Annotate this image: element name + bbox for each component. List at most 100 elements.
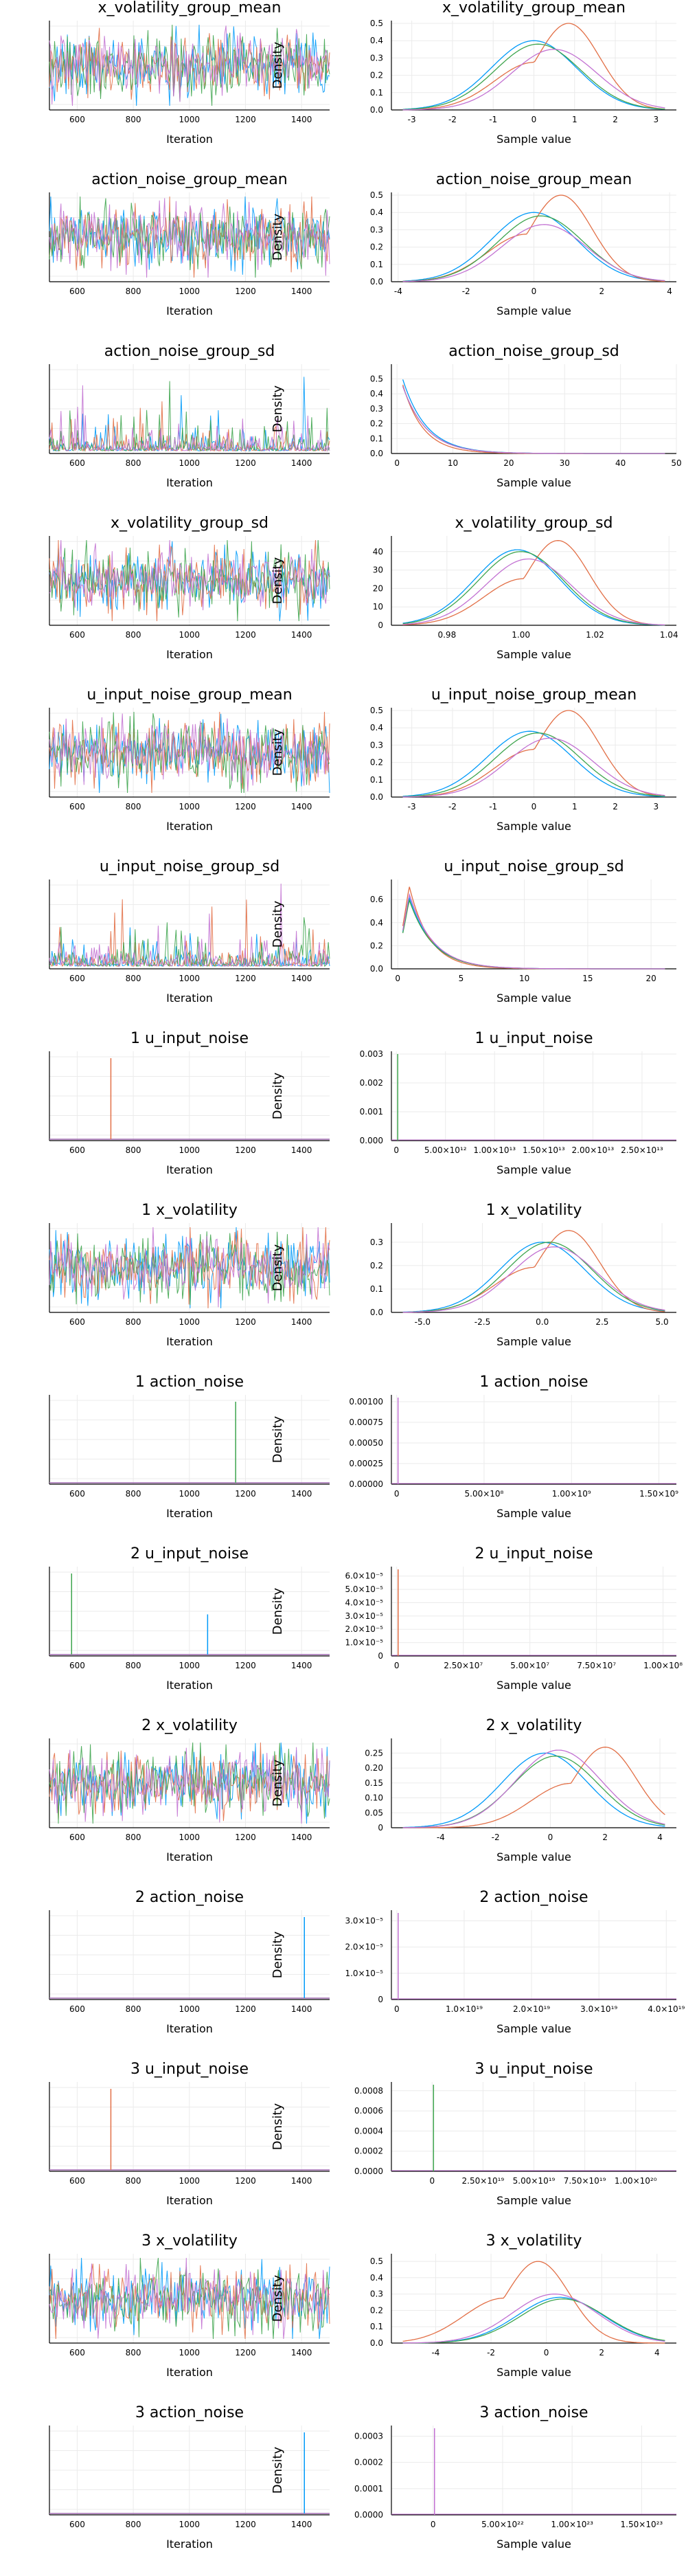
density-series-3: [402, 2298, 665, 2344]
density-series-3: [402, 1242, 665, 1313]
trace-plot: 600 800 1000 1200 1400 Iteration: [49, 364, 330, 489]
x-tick-label: 5.00×10²²: [481, 2520, 524, 2529]
y-tick-label: 0.3: [370, 53, 383, 63]
y-tick-label: 0.4: [370, 723, 383, 732]
x-tick-label: 600: [69, 2348, 85, 2357]
density-series-1: [402, 1752, 665, 1828]
density-series-2: [402, 2261, 665, 2344]
x-tick-label: 600: [69, 287, 85, 296]
x-tick-label: 4: [667, 287, 672, 296]
trace-series-3: [49, 539, 330, 622]
y-tick-label: 0.0002: [354, 2458, 383, 2467]
x-tick-label: -3: [408, 802, 416, 811]
x-tick-label: 800: [126, 802, 141, 811]
x-tick-label: 800: [126, 630, 141, 640]
x-tick-label: -2: [448, 802, 457, 811]
y-tick-label: 0.5: [370, 190, 383, 200]
y-tick-label: 0.000: [360, 1136, 383, 1145]
y-tick-label: 0.2: [370, 419, 383, 429]
trace-x-label: Iteration: [166, 648, 213, 661]
x-tick-label: 20: [645, 974, 656, 983]
density-plot: 0 5.00×10⁸ 1.00×10⁹ 1.50×10⁹ 0.00000 0.00025 0…: [271, 1395, 678, 1520]
density-x-label: Sample value: [496, 2194, 571, 2207]
density-series-2: [402, 886, 665, 970]
density-y-label: Density: [271, 213, 285, 260]
x-tick-label: 1200: [235, 802, 256, 811]
x-tick-label: 0: [394, 458, 400, 468]
y-tick-label: 0.1: [370, 1284, 383, 1294]
x-tick-label: 5.00×10⁷: [510, 1661, 549, 1670]
x-tick-label: 0: [394, 1661, 400, 1670]
x-tick-label: 1400: [291, 115, 312, 124]
x-tick-label: 1400: [291, 1317, 312, 1327]
y-tick-label: 1.0×10⁻⁵: [345, 1969, 383, 1978]
trace-x-label: Iteration: [166, 133, 213, 146]
x-tick-label: 1.02: [586, 630, 604, 640]
trace-series-3: [49, 2257, 330, 2340]
density-series-4: [402, 737, 665, 798]
trace-plot: 600 800 1000 1200 1400 Iteration: [49, 708, 330, 833]
trace-title: u_input_noise_group_sd: [100, 858, 279, 875]
x-tick-label: 1400: [291, 1661, 312, 1670]
chart-row: 2 u_input_noise 2 u_input_noise 600 800 1000…: [49, 1545, 683, 1692]
x-tick-label: 600: [69, 1833, 85, 1842]
x-tick-label: 1400: [291, 1145, 312, 1155]
x-tick-label: 1200: [235, 1317, 256, 1327]
density-y-label: Density: [271, 2274, 285, 2322]
x-tick-label: 1400: [291, 2004, 312, 2014]
y-tick-label: 0.00025: [349, 1459, 383, 1468]
density-y-label: Density: [271, 1759, 285, 1806]
y-tick-label: 0.2: [370, 758, 383, 768]
x-tick-label: 3: [654, 115, 659, 124]
density-y-label: Density: [271, 1072, 285, 1119]
y-tick-label: 0.0002: [354, 2147, 383, 2156]
x-tick-label: -2: [462, 287, 470, 296]
density-series-3: [402, 551, 665, 626]
x-tick-label: 1200: [235, 1489, 256, 1499]
trace-title: 1 action_noise: [135, 1374, 244, 1391]
x-tick-label: 600: [69, 115, 85, 124]
density-title: u_input_noise_group_sd: [444, 858, 624, 875]
x-tick-label: 1200: [235, 287, 256, 296]
density-plot: -4 -2 0 2 4 0 0.05 0.10 0.15 0.20 0.25 Sample value…: [271, 1738, 676, 1863]
density-series-1: [402, 212, 665, 282]
density-series-2: [402, 540, 665, 626]
trace-title: 3 x_volatility: [141, 2232, 238, 2250]
density-x-label: Sample value: [496, 1679, 571, 1692]
density-series-2: [402, 710, 665, 798]
y-tick-label: 0.4: [370, 208, 383, 217]
density-x-label: Sample value: [496, 648, 571, 661]
x-tick-label: 1000: [179, 287, 201, 296]
x-tick-label: 40: [615, 458, 626, 468]
y-tick-label: 0.1: [370, 88, 383, 98]
x-tick-label: 1200: [235, 458, 256, 468]
density-plot: -3 -2 -1 0 1 2 3 0.0 0.1 0.2 0.3 0.4 0.5 Sample value…: [271, 19, 676, 146]
density-y-label: Density: [271, 385, 285, 432]
trace-title: 1 u_input_noise: [130, 1030, 249, 1047]
x-tick-label: 0: [544, 2348, 549, 2357]
x-tick-label: 0: [393, 1145, 399, 1155]
x-tick-label: 0: [531, 802, 537, 811]
x-tick-label: 5.00×10¹²: [424, 1145, 467, 1155]
trace-title: 3 action_noise: [135, 2404, 244, 2421]
trace-title: x_volatility_group_sd: [111, 515, 268, 532]
trace-title: 2 u_input_noise: [130, 1545, 249, 1563]
x-tick-label: 1.04: [660, 630, 678, 640]
x-tick-label: 1200: [235, 630, 256, 640]
density-y-label: Density: [271, 557, 285, 604]
trace-series-4: [49, 1747, 330, 1824]
density-series-4: [402, 1749, 665, 1828]
x-tick-label: 600: [69, 2004, 85, 2014]
density-series-1: [402, 730, 665, 798]
y-tick-label: 0.0008: [354, 2086, 383, 2096]
trace-plot: 600 800 1000 1200 1400 Iteration: [49, 1223, 330, 1348]
density-title: 1 u_input_noise: [475, 1030, 593, 1047]
y-tick-label: 2.0×10⁻⁵: [345, 1624, 383, 1634]
trace-title: 1 x_volatility: [141, 1202, 238, 1219]
density-x-label: Sample value: [496, 1163, 571, 1176]
x-tick-label: 1400: [291, 1833, 312, 1842]
density-x-label: Sample value: [496, 1335, 571, 1348]
y-tick-label: 0.0: [370, 964, 383, 974]
y-tick-label: 0.1: [370, 434, 383, 443]
chart-row: 1 x_volatility 1 x_volatility 600 800 1000 12…: [49, 1202, 676, 1348]
